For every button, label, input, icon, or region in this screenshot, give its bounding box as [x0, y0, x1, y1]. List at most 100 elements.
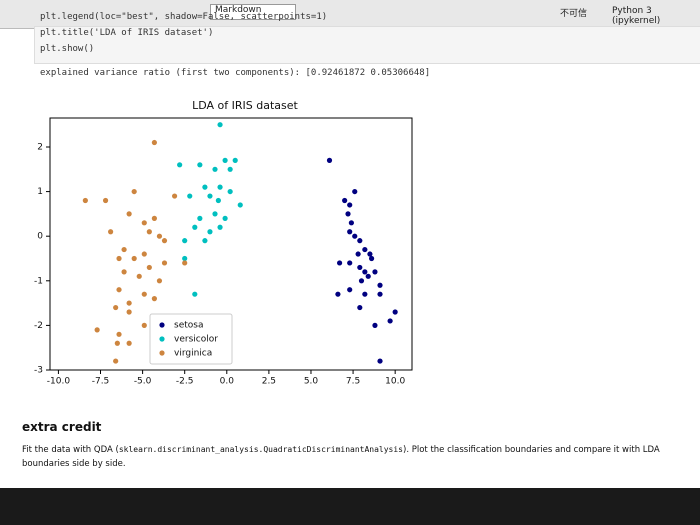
point	[217, 224, 223, 230]
point	[126, 300, 132, 306]
point	[192, 224, 198, 230]
x-tick-label: 5.0	[304, 377, 319, 387]
point	[335, 291, 341, 297]
point	[121, 269, 127, 275]
x-tick-label: 0.0	[220, 377, 235, 387]
chart-title: LDA of IRIS dataset	[192, 99, 298, 112]
point	[182, 238, 188, 244]
point	[131, 188, 137, 195]
point	[337, 260, 343, 266]
point	[126, 309, 132, 315]
point	[121, 246, 127, 253]
point	[355, 251, 361, 257]
point	[342, 197, 348, 204]
point	[161, 260, 168, 266]
point	[113, 358, 119, 364]
point	[131, 255, 137, 262]
point	[151, 215, 157, 221]
point	[141, 251, 147, 257]
point	[197, 162, 203, 168]
point	[357, 238, 363, 244]
taskbar	[0, 488, 700, 525]
output-text: explained variance ratio (first two comp…	[40, 68, 431, 78]
point	[352, 188, 358, 195]
point	[347, 287, 353, 293]
point	[114, 340, 120, 346]
point	[202, 238, 208, 244]
kernel-name[interactable]: Python 3 (ipykernel)	[612, 6, 661, 26]
point	[362, 246, 368, 253]
point	[94, 327, 100, 333]
point	[377, 282, 383, 288]
point	[345, 211, 351, 217]
point	[222, 215, 228, 221]
legend-marker	[159, 336, 165, 342]
point	[367, 251, 373, 257]
point	[207, 229, 213, 235]
code-cell[interactable]	[34, 26, 700, 64]
point	[237, 202, 243, 208]
y-tick-label: 2	[37, 142, 43, 152]
point	[372, 322, 378, 328]
point	[217, 184, 223, 190]
legend-marker	[159, 322, 165, 328]
legend-box	[149, 313, 233, 365]
point	[146, 264, 152, 271]
point	[357, 304, 363, 311]
point	[377, 291, 383, 297]
point	[126, 211, 132, 217]
point	[136, 273, 142, 279]
inline-code: sklearn.discriminant_analysis.QuadraticD…	[118, 445, 403, 454]
point	[116, 331, 122, 337]
y-tick-label: 0	[37, 232, 43, 242]
point	[212, 211, 218, 217]
point	[362, 269, 368, 275]
point	[182, 260, 188, 266]
point	[326, 157, 333, 163]
point	[347, 229, 353, 235]
point	[151, 296, 157, 302]
y-tick-label: -2	[34, 321, 43, 331]
point	[215, 197, 221, 204]
text: ). Plot the classification boundaries an…	[22, 445, 660, 469]
point	[227, 188, 233, 195]
point	[177, 162, 183, 168]
chart: LDA of IRIS dataset -10.0 -7.5 -5.0 -2.5 0.0…	[34, 99, 413, 387]
code-line: plt.title('LDA of IRIS dataset')	[40, 28, 214, 38]
point	[171, 193, 178, 199]
point	[156, 278, 163, 284]
point	[182, 255, 188, 262]
point	[141, 291, 147, 297]
point	[207, 193, 213, 199]
point	[187, 193, 193, 199]
text: Fit the data with QDA (	[22, 445, 119, 455]
point	[348, 220, 354, 226]
legend-label: versicolor	[174, 335, 218, 345]
point	[217, 122, 223, 128]
x-tick-label: -2.5	[176, 377, 194, 387]
point	[365, 273, 371, 279]
point	[212, 166, 218, 172]
code-line: plt.show()	[40, 44, 95, 54]
trust-indicator[interactable]: 不可信	[560, 9, 588, 19]
point	[358, 278, 365, 284]
point	[377, 358, 383, 364]
markdown-heading: extra credit	[22, 420, 102, 434]
point	[222, 157, 228, 163]
point	[113, 304, 119, 311]
cell-type-select[interactable]: Markdown	[210, 4, 296, 20]
point	[372, 269, 378, 275]
legend-label: virginica	[174, 349, 212, 359]
point	[202, 184, 208, 190]
point	[108, 229, 114, 235]
point	[368, 255, 375, 262]
point	[126, 340, 132, 346]
x-tick-label: 10.0	[385, 377, 405, 387]
y-tick-label: -1	[34, 276, 43, 286]
point	[141, 220, 147, 226]
x-tick-label: -10.0	[47, 377, 71, 387]
x-tick-label: -5.0	[134, 377, 152, 387]
point	[387, 318, 393, 324]
x-tick-label: 2.5	[262, 377, 276, 387]
